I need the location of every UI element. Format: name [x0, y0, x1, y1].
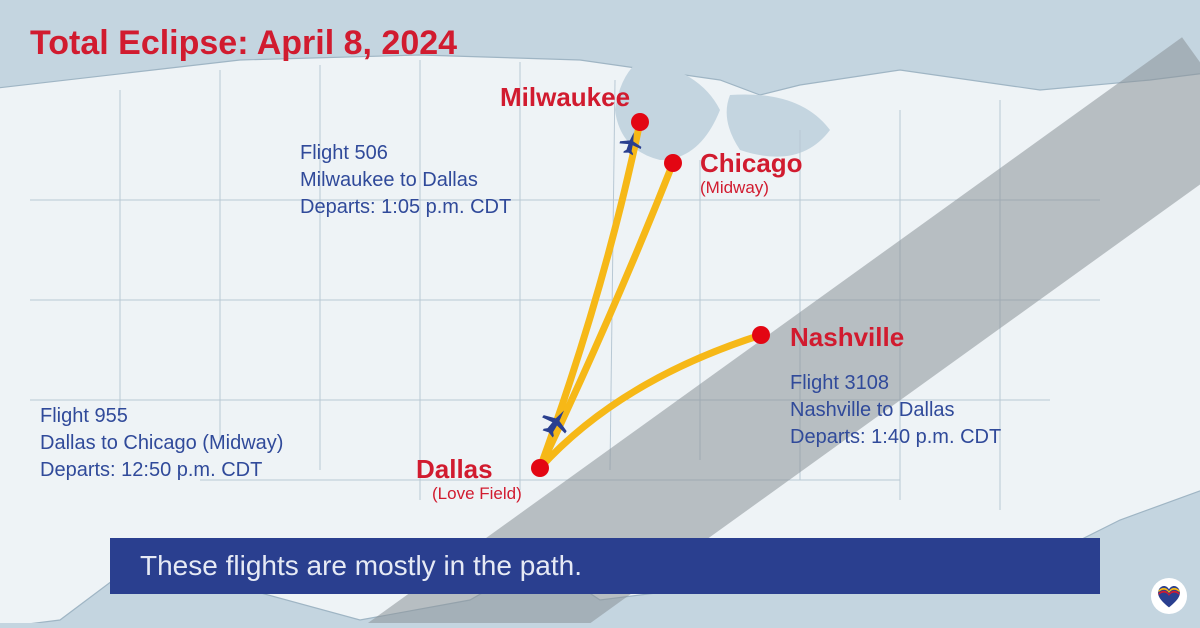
city-dot — [664, 154, 682, 172]
city-dot — [631, 113, 649, 131]
city-dot — [752, 326, 770, 344]
city-sublabel: (Love Field) — [432, 484, 522, 504]
caption-text: These flights are mostly in the path. — [140, 550, 582, 582]
flight-info-line: Departs: 1:05 p.m. CDT — [300, 194, 511, 221]
flight-info-block: Flight 506Milwaukee to DallasDeparts: 1:… — [300, 140, 511, 221]
city-dot — [531, 459, 549, 477]
city-label: Chicago — [700, 148, 803, 179]
flight-info-line: Nashville to Dallas — [790, 397, 1001, 424]
flight-info-line: Departs: 1:40 p.m. CDT — [790, 424, 1001, 451]
page-title: Total Eclipse: April 8, 2024 — [30, 24, 457, 63]
city-label: Nashville — [790, 322, 904, 353]
flight-info-line: Flight 3108 — [790, 370, 1001, 397]
city-label: Dallas — [416, 454, 493, 485]
flight-info-line: Dallas to Chicago (Midway) — [40, 430, 283, 457]
flight-info-line: Departs: 12:50 p.m. CDT — [40, 457, 283, 484]
flight-info-line: Flight 506 — [300, 140, 511, 167]
flight-info-block: Flight 955Dallas to Chicago (Midway)Depa… — [40, 403, 283, 484]
caption-bar: These flights are mostly in the path. — [110, 538, 1100, 594]
southwest-logo — [1150, 577, 1188, 615]
flight-info-line: Milwaukee to Dallas — [300, 167, 511, 194]
flight-info-block: Flight 3108Nashville to DallasDeparts: 1… — [790, 370, 1001, 451]
city-label: Milwaukee — [500, 82, 630, 113]
city-sublabel: (Midway) — [700, 178, 769, 198]
flight-info-line: Flight 955 — [40, 403, 283, 430]
